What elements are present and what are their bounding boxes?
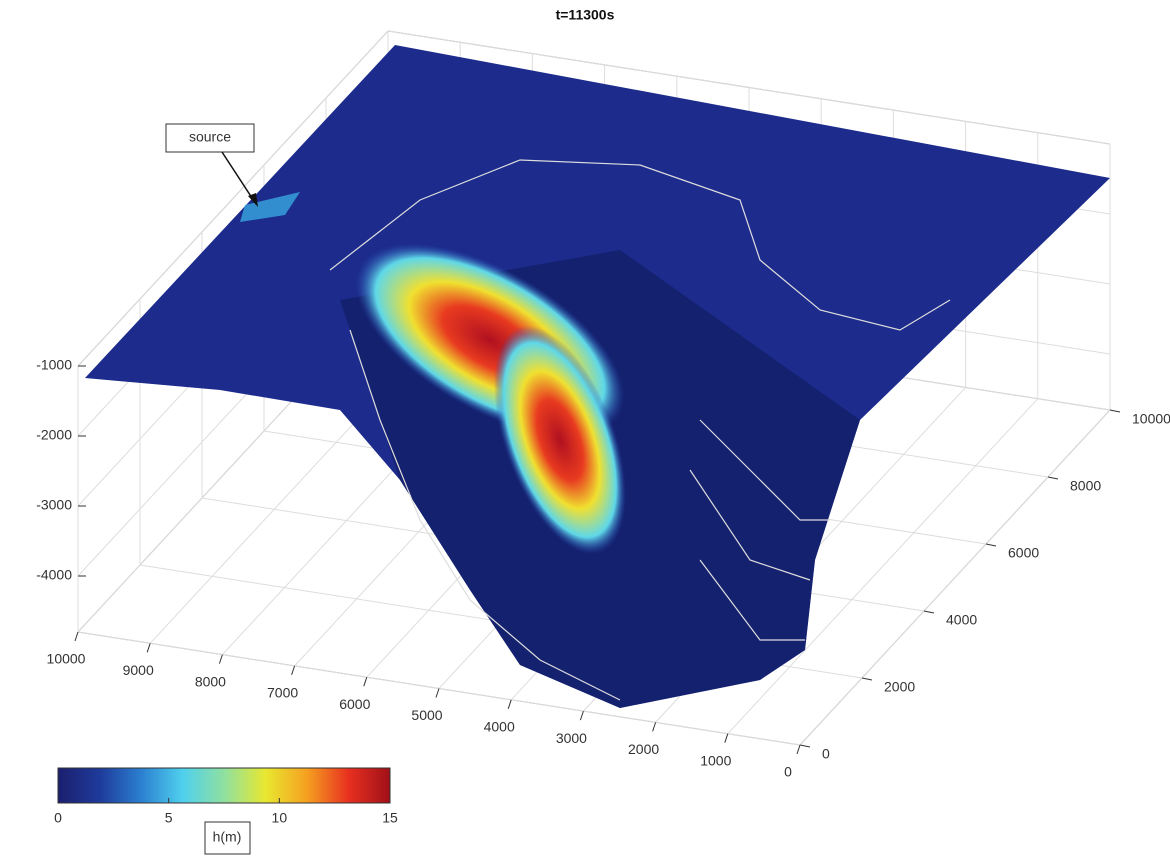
- z-tick-label: -3000: [36, 497, 72, 513]
- grid-line: [727, 398, 1039, 735]
- x-tick-label: 7000: [267, 685, 298, 701]
- colorbar-tick-label: 10: [272, 810, 288, 826]
- x-tick: [796, 744, 801, 755]
- grid-line: [799, 409, 1111, 746]
- x-tick: [435, 688, 440, 698]
- y-tick-label: 6000: [1008, 545, 1039, 561]
- y-tick-label: 10000: [1132, 411, 1170, 427]
- chart-title: t=11300s: [556, 7, 615, 23]
- x-tick: [579, 710, 584, 721]
- y-tick: [923, 610, 935, 614]
- y-tick-label: 0: [822, 746, 830, 762]
- y-tick: [861, 677, 873, 681]
- x-tick-label: 9000: [123, 662, 154, 678]
- x-tick-label: 3000: [556, 730, 587, 746]
- grid-line: [77, 30, 389, 367]
- arrow-head: [248, 193, 258, 207]
- contour: [699, 419, 830, 521]
- annotation-box: [165, 123, 255, 153]
- y-tick: [985, 543, 997, 547]
- y-tick: [1047, 476, 1059, 480]
- annotation: source: [189, 129, 231, 145]
- x-tick: [363, 677, 368, 687]
- x-tick: [74, 631, 79, 642]
- y-tick-label: 8000: [1070, 478, 1101, 494]
- x-tick: [291, 665, 296, 676]
- contour: [349, 329, 621, 701]
- contour: [689, 469, 811, 581]
- x-tick-label: 0: [784, 764, 792, 780]
- z-tick-label: -2000: [36, 427, 72, 443]
- contour: [699, 559, 805, 641]
- colorbar-tick-label: 5: [165, 810, 173, 826]
- colorbar-tick-label: 15: [382, 810, 398, 826]
- colorbar-label: h(m): [213, 829, 242, 845]
- z-tick-label: -1000: [36, 357, 72, 373]
- x-tick-label: 6000: [339, 696, 370, 712]
- contour: [329, 159, 951, 331]
- x-tick-label: 5000: [411, 707, 442, 723]
- x-tick: [146, 643, 151, 653]
- x-tick: [218, 654, 223, 664]
- x-tick-label: 10000: [47, 651, 86, 667]
- x-tick-label: 4000: [484, 719, 515, 735]
- x-tick-label: 8000: [195, 673, 226, 689]
- y-tick-label: 4000: [946, 612, 977, 628]
- x-tick-label: 2000: [628, 741, 659, 757]
- colorbar: [57, 767, 391, 804]
- surface: [85, 45, 1110, 708]
- flow-hotspot: [494, 325, 626, 555]
- z-tick-label: -4000: [36, 567, 72, 583]
- x-tick: [507, 699, 512, 709]
- x-tick-label: 1000: [700, 752, 731, 768]
- x-tick: [652, 722, 657, 732]
- y-tick: [799, 744, 811, 748]
- x-tick: [724, 733, 729, 743]
- colorbar-label-box: [204, 821, 251, 855]
- y-tick: [1109, 409, 1121, 413]
- y-tick-label: 2000: [884, 679, 915, 695]
- source-patch: [240, 192, 300, 222]
- colorbar-tick-label: 0: [54, 810, 62, 826]
